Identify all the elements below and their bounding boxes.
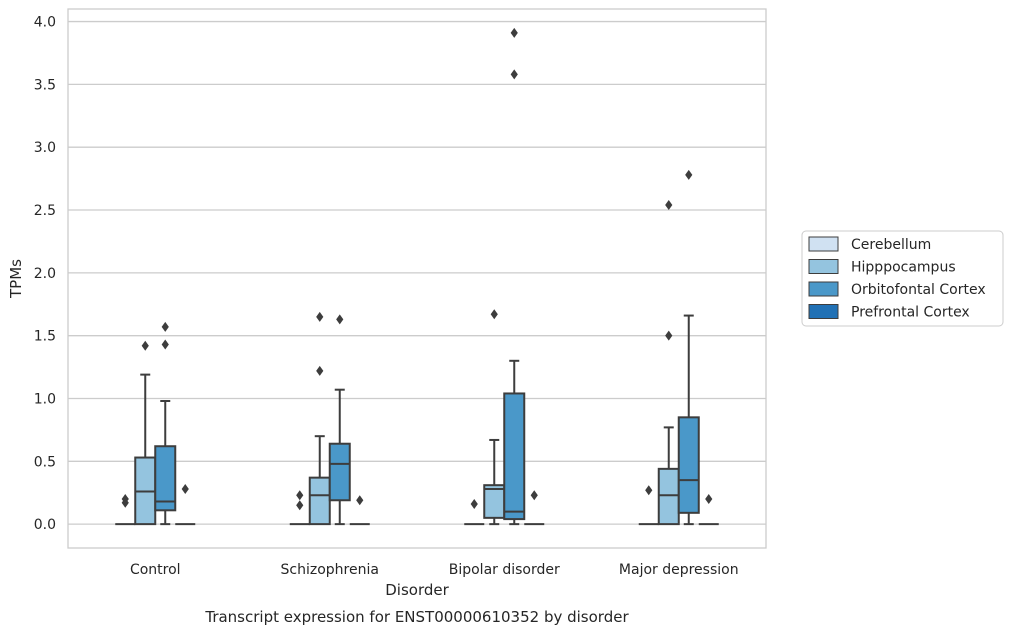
box-0-2 — [464, 499, 485, 526]
legend-label: Orbitofontal Cortex — [851, 282, 986, 298]
outlier-point — [530, 490, 538, 501]
legend-item: Cerebellum — [808, 236, 931, 253]
box-iqr — [308, 476, 331, 526]
outlier-point — [665, 200, 673, 210]
box-0-0 — [115, 494, 136, 526]
y-tick-label: 0.5 — [34, 454, 56, 470]
x-tick-label: Schizophrenia — [281, 562, 379, 578]
outlier-point — [296, 490, 304, 501]
x-tick-labels: Control Schizophrenia Bipolar disorder Majo… — [130, 562, 739, 578]
box-1-2 — [483, 309, 506, 526]
outlier-point — [356, 495, 364, 506]
y-tick-label: 2.5 — [34, 203, 56, 219]
outlier-point — [161, 321, 169, 332]
outlier-point — [705, 494, 713, 504]
y-tick-label: 2.0 — [34, 266, 56, 282]
outlier-point — [510, 69, 518, 80]
legend-item: Orbitofontal Cortex — [808, 281, 986, 298]
outlier-point — [316, 311, 324, 322]
box-3-3 — [698, 494, 719, 526]
box-iqr — [503, 392, 526, 521]
legend-label: Prefrontal Cortex — [851, 305, 970, 321]
box-iqr — [328, 442, 351, 502]
y-tick-label: 3.5 — [34, 77, 56, 93]
outlier-point — [121, 494, 129, 504]
box-2-1 — [328, 314, 351, 526]
box-0-1 — [289, 490, 310, 526]
outlier-point — [141, 340, 149, 351]
legend-frame — [801, 230, 1004, 327]
legend: Cerebellum Hipppocampus Orbitofontal Corte… — [801, 230, 1004, 327]
plot-area-frame — [67, 8, 767, 549]
outlier-point — [645, 485, 653, 496]
y-tick-label: 4.0 — [34, 15, 56, 31]
outlier-point — [490, 309, 498, 320]
y-tick-label: 3.0 — [34, 140, 56, 156]
legend-label: Cerebellum — [851, 237, 931, 253]
box-3-2 — [524, 490, 545, 526]
legend-swatch — [808, 281, 839, 297]
outlier-point — [685, 169, 693, 180]
box-0-3 — [638, 485, 659, 526]
y-tick-labels: 0.0 0.5 1.0 1.5 2.0 2.5 3.0 3.5 4.0 — [34, 15, 56, 534]
box-groups — [115, 27, 719, 526]
box-iqr — [483, 484, 506, 519]
box-2-3 — [677, 169, 700, 526]
box-iqr — [154, 445, 177, 512]
outlier-point — [336, 314, 344, 325]
box-iqr — [677, 416, 700, 514]
box-2-0 — [154, 321, 177, 526]
outlier-point — [181, 483, 189, 494]
legend-swatch — [808, 304, 839, 319]
y-axis-label: TPMs — [7, 259, 25, 299]
box-iqr — [657, 467, 680, 526]
box-1-1 — [308, 311, 331, 526]
legend-swatch — [808, 236, 839, 252]
x-tick-label: Major depression — [619, 562, 739, 578]
outlier-point — [665, 330, 673, 341]
box-3-1 — [349, 495, 370, 526]
legend-item: Prefrontal Cortex — [808, 304, 970, 321]
x-axis-label: Disorder — [385, 581, 449, 599]
y-tick-label: 1.0 — [34, 391, 56, 407]
y-tick-label: 1.5 — [34, 329, 56, 345]
x-tick-label: Control — [130, 562, 181, 578]
outlier-point — [470, 499, 478, 510]
legend-swatch — [808, 259, 839, 274]
box-1-3 — [657, 200, 680, 526]
box-3-0 — [175, 483, 196, 526]
outlier-point — [510, 27, 518, 38]
legend-label: Hipppocampus — [851, 260, 956, 276]
y-tick-label: 0.0 — [34, 517, 56, 533]
box-2-2 — [503, 27, 526, 526]
x-tick-label: Bipolar disorder — [449, 562, 560, 578]
legend-item: Hipppocampus — [808, 259, 956, 276]
outlier-point — [296, 500, 304, 511]
grid-lines — [68, 20, 766, 525]
outlier-point — [161, 339, 169, 350]
box-1-0 — [134, 340, 157, 526]
outlier-point — [316, 365, 324, 376]
chart-caption: Transcript expression for ENST0000061035… — [204, 608, 629, 626]
